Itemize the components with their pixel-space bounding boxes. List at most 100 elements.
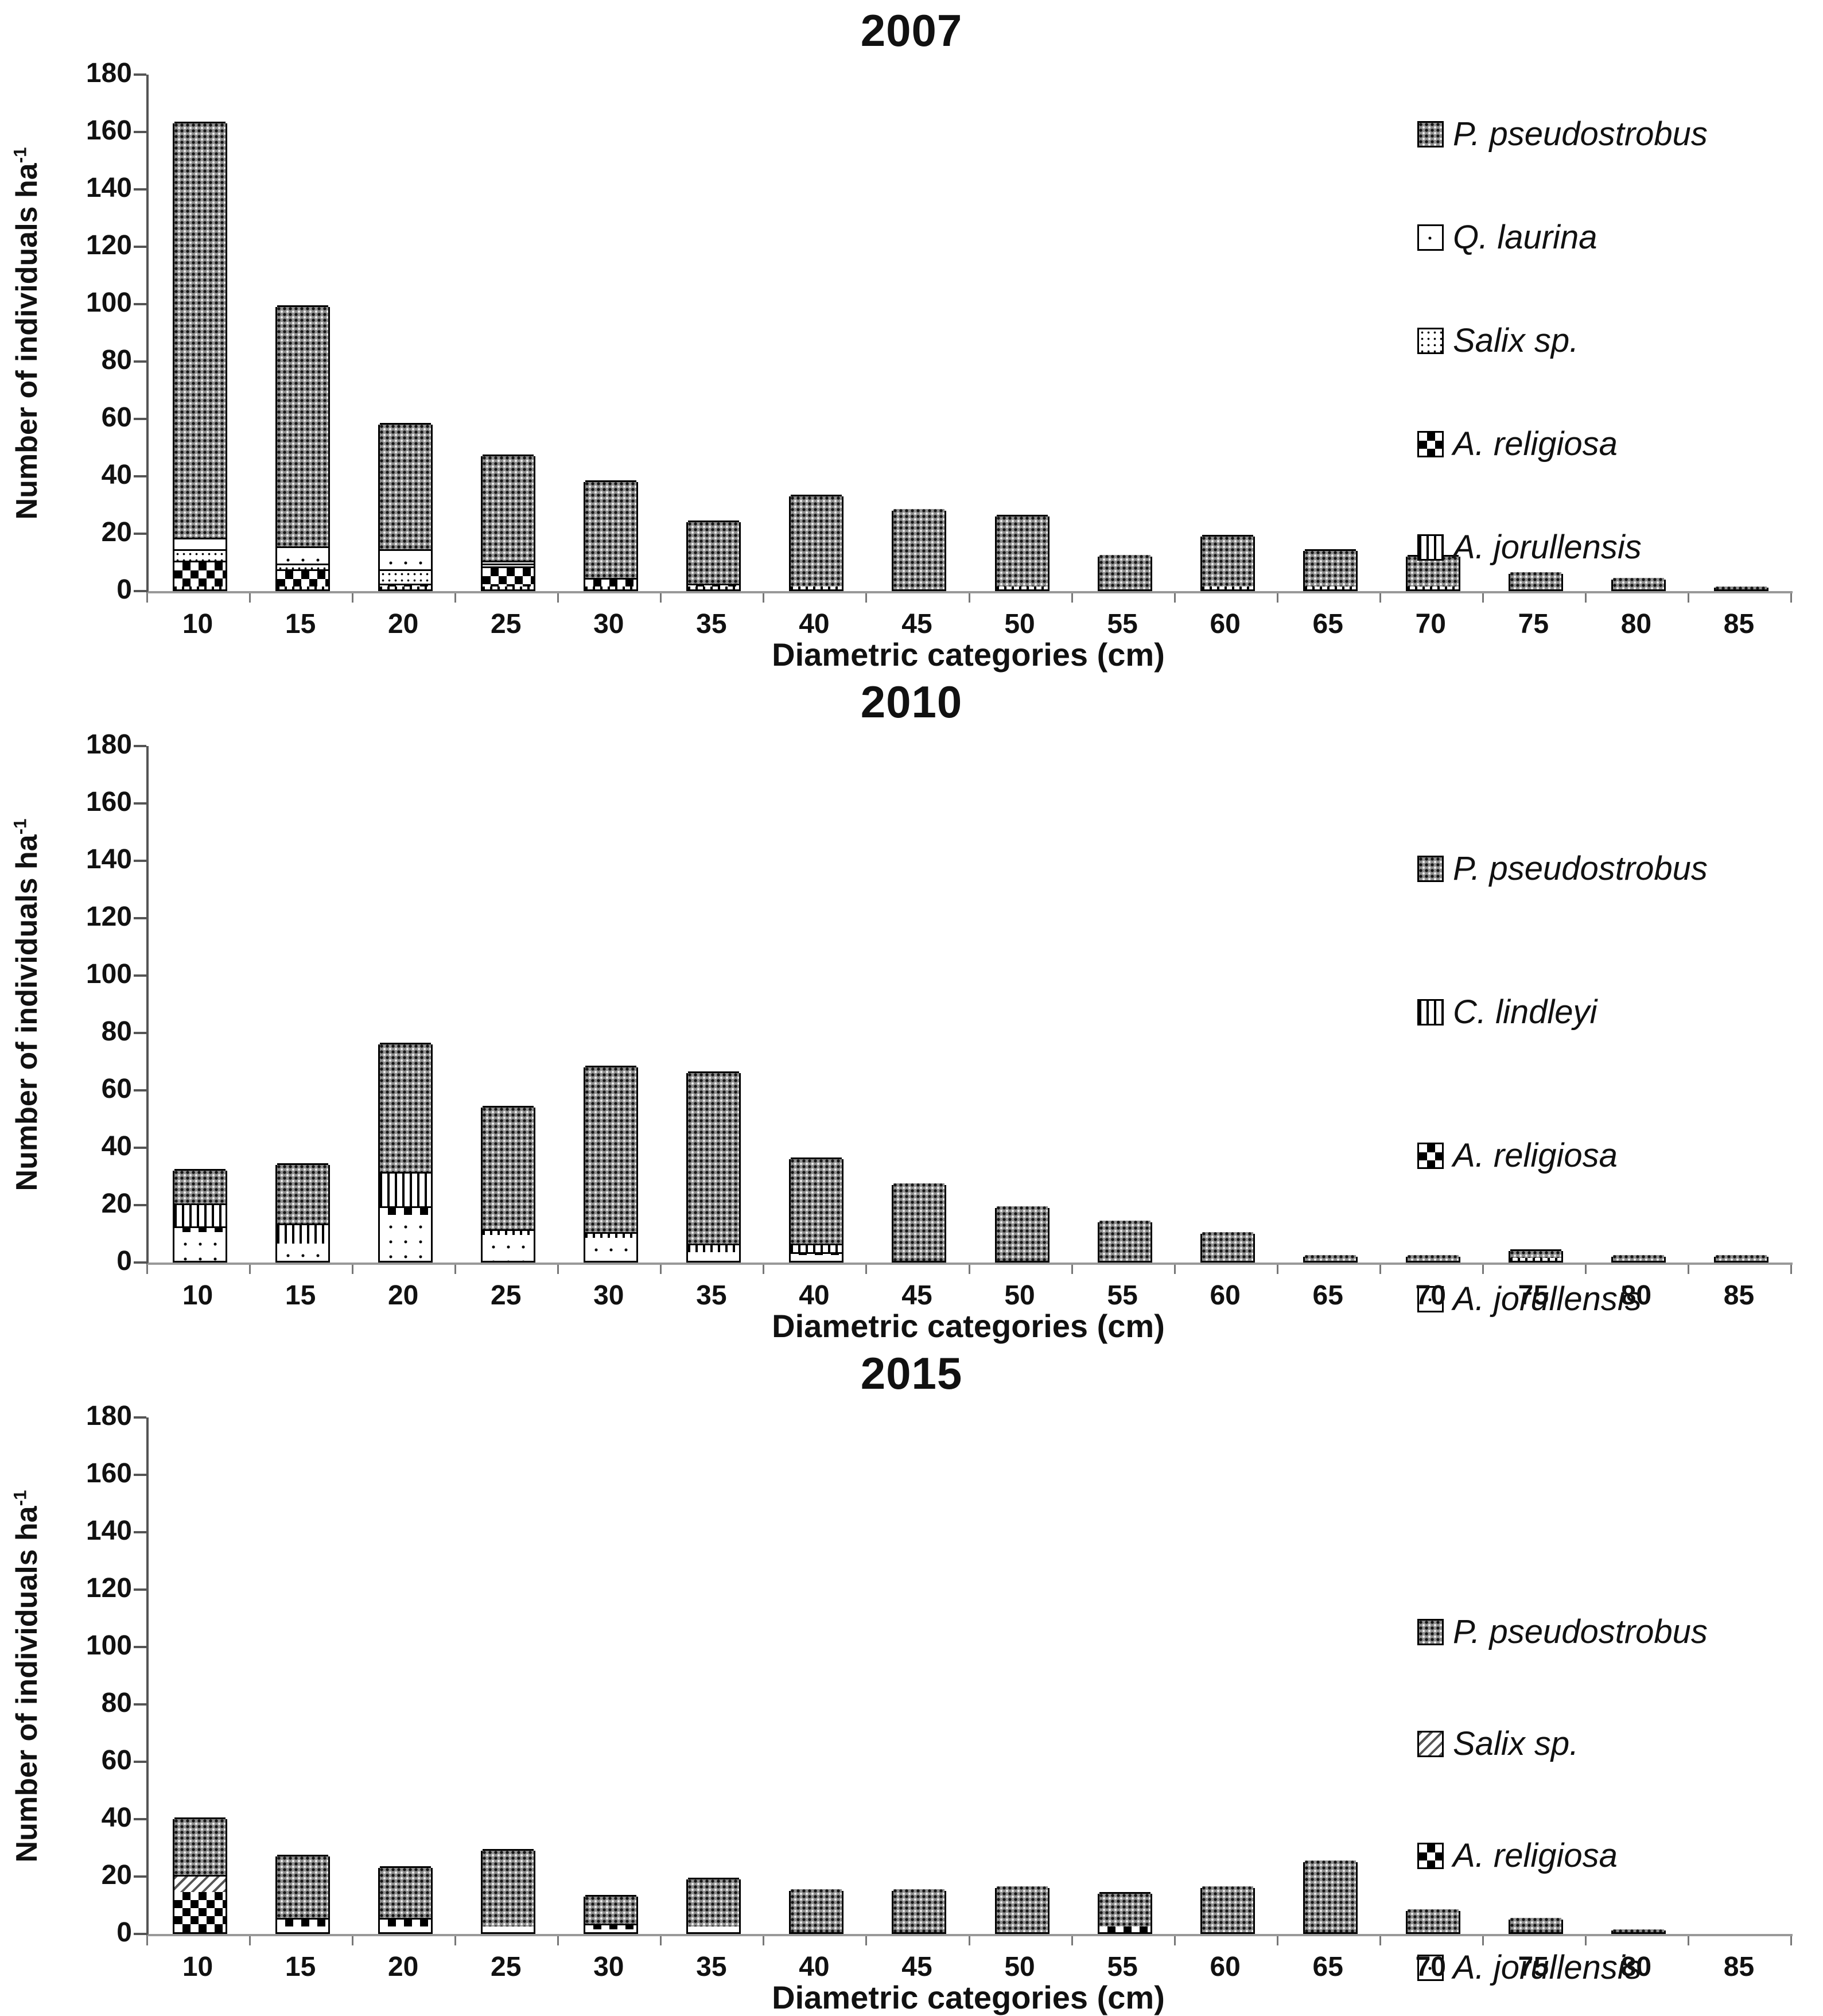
y-tick-label: 100 [85,1630,132,1661]
bar [1405,1909,1460,1934]
y-tick-mark-icon [134,1032,146,1034]
y-tick-mark-icon [134,1646,146,1648]
legend-label: A. religiosa [1453,425,1618,463]
y-tick-label: 40 [101,460,132,490]
bar-segment [996,586,1048,589]
bar-segment [277,546,329,564]
x-tick-label: 70 [1415,1280,1446,1311]
y-tick-mark-icon [134,1933,146,1935]
bar-segment [688,1252,740,1261]
bar-segment [380,584,432,586]
bar-segment [380,1866,432,1918]
x-tick-mark-icon [1379,593,1381,603]
y-tick-label: 80 [101,1688,132,1718]
bar-segment [688,584,740,586]
x-tick-mark-icon [968,1936,970,1945]
y-tick-label: 60 [101,402,132,433]
y-tick-mark-icon [134,1875,146,1878]
bar [1611,578,1666,591]
bar-segment [380,569,432,584]
y-tick-mark-icon [134,1531,146,1533]
bar-segment [380,1043,432,1172]
bar-segment [585,1895,637,1924]
x-tick-label: 65 [1312,1280,1343,1311]
x-tick-label: 80 [1620,609,1652,639]
bar [275,1855,331,1934]
y-axis-title: Number of individuals ha-1 [10,46,50,620]
bar-segment [483,566,534,586]
bar-segment [277,1855,329,1918]
y-tick-label: 20 [101,517,132,547]
bar-segment [1304,549,1356,586]
bar [789,1889,844,1934]
x-tick-label: 55 [1107,1952,1138,1982]
bar [994,515,1050,591]
bar-segment [1202,535,1253,586]
x-tick-mark-icon [1584,1936,1587,1945]
bar [1508,1249,1563,1263]
legend-label: A. jorullensis [1453,1949,1642,1986]
bar [1508,572,1563,591]
y-tick-label: 160 [85,115,132,146]
legend-swatch-icon [1417,534,1444,561]
y-tick-label: 100 [85,288,132,318]
bar-segment [585,1066,637,1232]
y-tick-mark-icon [134,802,146,805]
bar-segment [1407,1909,1459,1932]
x-tick-mark-icon [1379,1936,1381,1945]
x-tick-label: 40 [799,1280,830,1311]
x-tick-mark-icon [1790,1936,1792,1945]
x-tick-mark-icon [146,1936,148,1945]
x-tick-label: 20 [387,1952,419,1982]
x-tick-label: 85 [1723,609,1755,639]
bar-segment [1304,586,1356,589]
bar-segment [688,1071,740,1244]
bar-segment [174,1203,226,1226]
legend-label: Q. laurina [1453,219,1597,256]
bar-segment [585,1924,637,1929]
y-tick-mark-icon [134,360,146,363]
bar-segment [1510,1249,1561,1258]
y-tick-label: 40 [101,1131,132,1162]
legend-swatch-icon [1417,1142,1444,1169]
bar [994,1886,1050,1934]
bar-segment [277,305,329,546]
legend-item: P. pseudostrobus [1417,1613,1708,1651]
y-tick-label: 0 [116,1917,132,1948]
x-tick-label: 75 [1518,609,1549,639]
legend-label: A. jorullensis [1453,1280,1642,1318]
x-tick-label: 30 [593,1952,624,1982]
bar-segment [1099,1926,1150,1932]
bar [378,423,433,591]
x-tick-mark-icon [1687,593,1689,603]
y-tick-label: 100 [85,959,132,989]
bar [275,305,331,591]
y-tick-mark-icon [134,303,146,305]
bar [378,1043,433,1263]
bar [1405,555,1460,591]
bar-segment [893,1889,945,1932]
bar-segment [585,1232,637,1238]
legend-label: A. religiosa [1453,1837,1618,1874]
y-tick-mark-icon [134,1261,146,1264]
bar [584,1066,639,1263]
legend-item: P. pseudostrobus [1417,115,1708,153]
x-tick-label: 85 [1723,1952,1755,1982]
y-tick-label: 180 [85,58,132,88]
y-tick-mark-icon [134,475,146,477]
bar-segment [1407,555,1459,586]
y-tick-label: 140 [85,1516,132,1546]
bar-segment [483,1229,534,1235]
y-tick-label: 140 [85,844,132,875]
y-tick-mark-icon [134,860,146,862]
bar-segment [174,1232,226,1261]
bar-segment [174,1817,226,1875]
x-tick-label: 40 [799,609,830,639]
legend-label: Salix sp. [1453,1725,1579,1762]
bar-segment [996,515,1048,586]
bar-segment [380,1926,432,1932]
bar-segment [1612,578,1664,589]
x-tick-mark-icon [968,593,970,603]
x-tick-mark-icon [1173,593,1176,603]
